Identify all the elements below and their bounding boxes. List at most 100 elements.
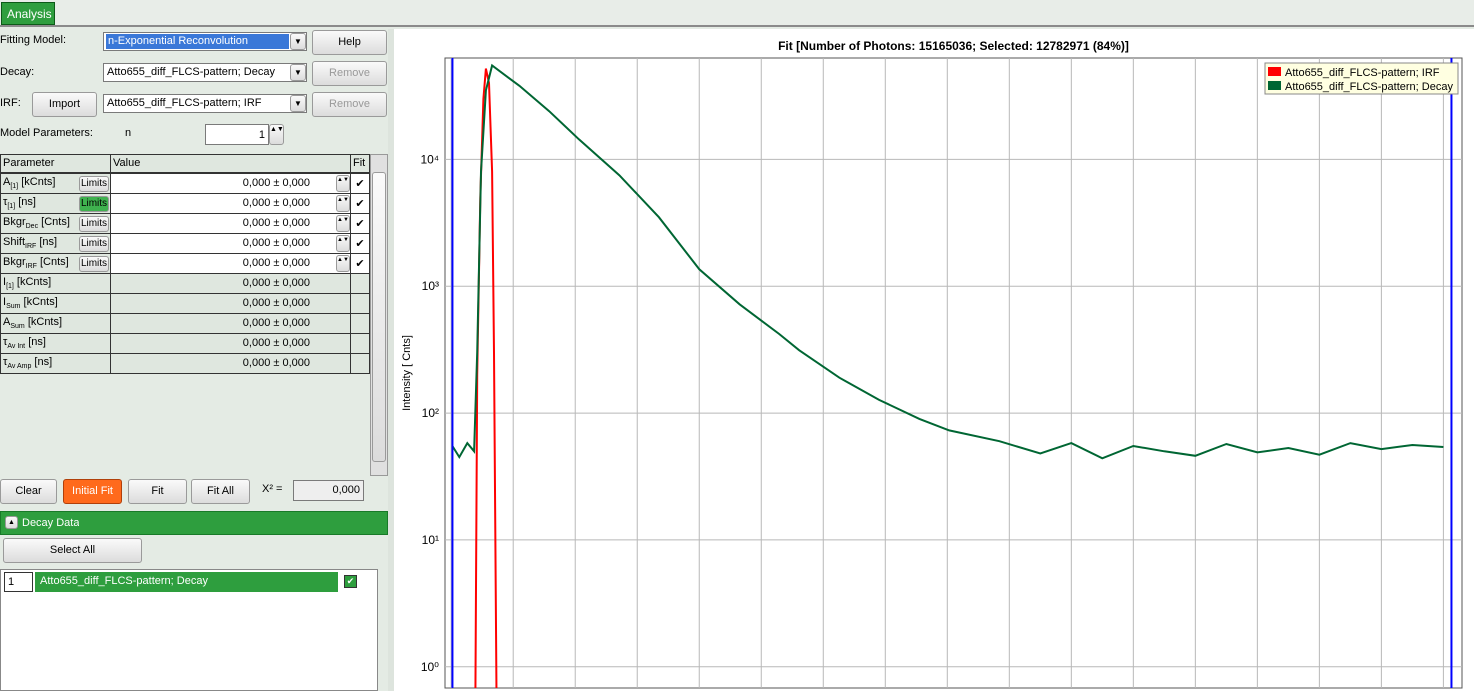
help-button[interactable]: Help (312, 30, 387, 55)
action-button[interactable]: Fit (128, 479, 187, 504)
param-subscript: Sum (10, 323, 25, 331)
table-header: Parameter (0, 154, 111, 173)
legend-box (1264, 62, 1459, 95)
param-symbol: I (3, 276, 7, 288)
fit-cell[interactable]: ✔ (350, 213, 370, 234)
param-unit: [kCnts] (16, 276, 52, 288)
remove-button[interactable]: Remove (312, 61, 387, 86)
table-header: Fit (350, 154, 370, 173)
param-unit: [ns] (34, 356, 53, 368)
y-tick-label: 10³ (422, 279, 439, 293)
param-value: 0,000 ± 0,000 (110, 313, 351, 334)
item-name[interactable]: Atto655_diff_FLCS-pattern; Decay (35, 572, 338, 592)
param-value: 0,000 ± 0,000 (110, 253, 351, 274)
section-bar (0, 511, 388, 535)
chart-title: Fit [Number of Photons: 15165036; Select… (778, 39, 1129, 53)
param-subscript: [1] (7, 203, 16, 211)
param-unit: [Cnts] (39, 256, 69, 268)
select-all-button[interactable]: Select All (3, 538, 142, 563)
label: Model Parameters: (0, 127, 93, 139)
action-button[interactable]: Clear (0, 479, 57, 504)
chart: Fit [Number of Photons: 15165036; Select… (394, 29, 1474, 691)
limits-button[interactable]: Limits (79, 216, 109, 232)
legend-swatch (1268, 81, 1281, 90)
tab[interactable]: Analysis (1, 2, 55, 25)
fit-cell (350, 333, 370, 354)
n-spinner[interactable]: 1 (205, 124, 269, 145)
param-name: ASum [kCnts] (0, 313, 111, 334)
item-index: 1 (4, 572, 33, 592)
label: n (125, 127, 132, 139)
param-value: 0,000 ± 0,000 (110, 273, 351, 294)
dropdown-arrow: ▼ (290, 64, 306, 81)
fit-cell (350, 313, 370, 334)
limits-button[interactable]: Limits (79, 176, 109, 192)
chi2-value: 0,000 (293, 480, 364, 501)
param-unit: [Cnts] (41, 216, 70, 228)
y-tick-label: 10¹ (422, 533, 439, 547)
fit-cell (350, 353, 370, 374)
param-value: 0,000 ± 0,000 (110, 193, 351, 214)
param-unit: [kCnts] (23, 296, 58, 308)
param-subscript: Sum (6, 303, 21, 311)
action-button[interactable]: Initial Fit (63, 479, 122, 504)
param-value: 0,000 ± 0,000 (110, 353, 351, 374)
param-unit: [ns] (18, 196, 36, 208)
param-name: τAv Int [ns] (0, 333, 111, 354)
fit-cell[interactable]: ✔ (350, 173, 370, 194)
fit-cell (350, 293, 370, 314)
label: IRF: (0, 97, 21, 109)
plot-area (444, 57, 1463, 689)
param-subscript: [1] (10, 183, 19, 191)
data-line (451, 63, 1444, 460)
param-value: 0,000 ± 0,000 (110, 213, 351, 234)
param-subscript: Dec (25, 223, 39, 231)
fit-cell[interactable]: ✔ (350, 233, 370, 254)
y-tick-label: 10² (422, 406, 439, 420)
param-subscript: Av Amp (7, 363, 32, 371)
fit-cell[interactable]: ✔ (350, 193, 370, 214)
limits-button[interactable]: Limits (79, 196, 109, 212)
param-value: 0,000 ± 0,000 (110, 293, 351, 314)
table-header: Value (110, 154, 351, 173)
param-subscript: Av Int (7, 343, 26, 351)
param-subscript: [1] (6, 283, 14, 291)
param-symbol: τ (3, 356, 8, 368)
param-symbol: Bkgr (3, 216, 26, 228)
import-button[interactable]: Import (32, 92, 97, 117)
param-name: τAv Amp [ns] (0, 353, 111, 374)
label: Decay: (0, 66, 35, 78)
param-symbol: Bkgr (3, 256, 26, 268)
y-tick-label: 10⁰ (421, 660, 439, 674)
param-symbol: τ (3, 336, 8, 348)
irf-dropdown[interactable]: Atto655_diff_FLCS-pattern; IRF (103, 94, 307, 113)
fit-cell[interactable]: ✔ (350, 253, 370, 274)
section-title: Decay Data (22, 517, 80, 529)
y-tick-label: 10⁴ (420, 152, 439, 166)
fit-cell (350, 273, 370, 294)
spin-buttons: ▲▼ (336, 175, 350, 192)
item-checkbox[interactable]: ✔ (344, 575, 357, 588)
chi2-label: X² = (262, 483, 283, 495)
action-button[interactable]: Fit All (191, 479, 250, 504)
dropdown-arrow: ▼ (290, 33, 306, 50)
spin-buttons: ▲▼ (336, 255, 350, 272)
limits-button[interactable]: Limits (79, 236, 109, 252)
param-subscript: IRF (25, 243, 37, 251)
param-value: 0,000 ± 0,000 (110, 233, 351, 254)
dropdown-arrow: ▼ (290, 95, 306, 112)
param-subscript: IRF (25, 263, 37, 271)
remove-button[interactable]: Remove (312, 92, 387, 117)
param-symbol: Shift (3, 236, 26, 248)
decay-dropdown[interactable]: Atto655_diff_FLCS-pattern; Decay (103, 63, 307, 82)
legend-swatch (1268, 67, 1281, 76)
param-unit: [ns] (39, 236, 58, 248)
spin-buttons: ▲▼ (269, 124, 284, 145)
label: Fitting Model: (0, 34, 67, 46)
limits-button[interactable]: Limits (79, 256, 109, 272)
spin-buttons: ▲▼ (336, 215, 350, 232)
param-symbol: A (3, 176, 11, 188)
param-value: 0,000 ± 0,000 (110, 173, 351, 194)
collapse-icon: ▲ (5, 516, 18, 529)
